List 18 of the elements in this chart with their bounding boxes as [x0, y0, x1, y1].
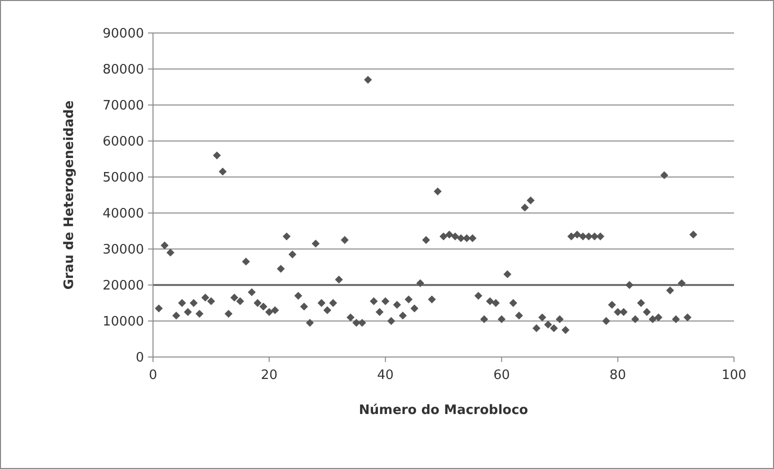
x-tick-label: 100	[722, 368, 746, 383]
x-tick-label: 20	[260, 368, 278, 383]
y-tick-label: 10000	[102, 314, 144, 330]
y-tick-label: 70000	[102, 98, 144, 114]
x-tick-label: 0	[148, 368, 158, 383]
y-tick-label: 20000	[102, 278, 144, 294]
x-axis-title: Número do Macrobloco	[358, 403, 528, 418]
y-tick-label: 90000	[102, 26, 144, 42]
y-tick-label: 80000	[102, 62, 144, 78]
y-tick-label: 0	[136, 350, 144, 366]
x-tick-label: 60	[493, 368, 510, 383]
x-tick-label: 80	[610, 368, 626, 383]
y-tick-label: 40000	[102, 206, 144, 222]
y-axis-title: Grau de Heterogeneidade	[62, 100, 77, 290]
y-tick-label: 60000	[102, 134, 144, 150]
y-tick-label: 50000	[102, 170, 144, 186]
x-tick-label: 40	[377, 368, 394, 383]
y-tick-label: 30000	[102, 242, 144, 258]
